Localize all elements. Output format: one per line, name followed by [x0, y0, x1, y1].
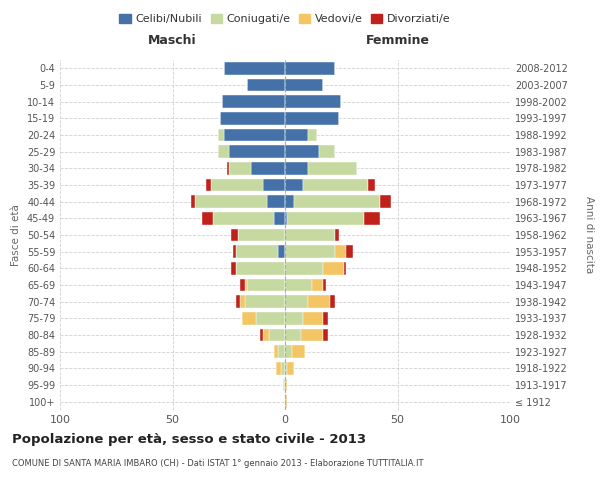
Bar	[312, 279, 323, 291]
Bar	[224, 62, 285, 74]
Bar	[323, 329, 328, 341]
Bar	[229, 146, 285, 158]
Bar	[330, 296, 335, 308]
Bar	[206, 179, 211, 192]
Bar	[233, 246, 235, 258]
Bar	[308, 129, 317, 141]
Bar	[285, 396, 287, 408]
Bar	[267, 196, 285, 208]
Bar	[285, 312, 303, 324]
Bar	[218, 146, 229, 158]
Bar	[292, 346, 305, 358]
Bar	[281, 362, 285, 374]
Bar	[276, 362, 281, 374]
Bar	[240, 279, 245, 291]
Bar	[213, 212, 274, 224]
Bar	[285, 262, 323, 274]
Bar	[263, 329, 269, 341]
Bar	[235, 296, 240, 308]
Bar	[227, 162, 229, 174]
Bar	[335, 246, 346, 258]
Bar	[278, 246, 285, 258]
Bar	[285, 229, 335, 241]
Bar	[285, 129, 308, 141]
Bar	[263, 179, 285, 192]
Y-axis label: Anni di nascita: Anni di nascita	[584, 196, 595, 274]
Bar	[247, 79, 285, 92]
Bar	[224, 129, 285, 141]
Bar	[346, 246, 353, 258]
Bar	[251, 162, 285, 174]
Bar	[287, 212, 364, 224]
Bar	[285, 379, 287, 391]
Bar	[323, 262, 343, 274]
Text: Femmine: Femmine	[365, 34, 430, 46]
Bar	[285, 212, 287, 224]
Bar	[368, 179, 375, 192]
Bar	[245, 296, 285, 308]
Bar	[285, 362, 287, 374]
Bar	[235, 262, 285, 274]
Bar	[285, 146, 319, 158]
Bar	[380, 196, 391, 208]
Bar	[256, 312, 285, 324]
Bar	[285, 96, 341, 108]
Bar	[343, 262, 346, 274]
Bar	[285, 162, 308, 174]
Bar	[301, 329, 323, 341]
Bar	[240, 296, 245, 308]
Bar	[285, 279, 312, 291]
Bar	[242, 312, 256, 324]
Bar	[364, 212, 380, 224]
Bar	[319, 146, 335, 158]
Text: Maschi: Maschi	[148, 34, 197, 46]
Bar	[285, 296, 308, 308]
Bar	[285, 346, 292, 358]
Bar	[220, 112, 285, 124]
Bar	[218, 129, 224, 141]
Bar	[323, 279, 325, 291]
Bar	[231, 229, 238, 241]
Bar	[285, 246, 335, 258]
Bar	[238, 229, 285, 241]
Bar	[285, 179, 303, 192]
Bar	[308, 296, 330, 308]
Bar	[195, 196, 267, 208]
Bar	[285, 79, 323, 92]
Bar	[294, 196, 380, 208]
Bar	[274, 212, 285, 224]
Bar	[285, 112, 339, 124]
Bar	[283, 379, 285, 391]
Bar	[287, 362, 294, 374]
Bar	[260, 329, 263, 341]
Text: COMUNE DI SANTA MARIA IMBARO (CH) - Dati ISTAT 1° gennaio 2013 - Elaborazione TU: COMUNE DI SANTA MARIA IMBARO (CH) - Dati…	[12, 459, 424, 468]
Bar	[285, 196, 294, 208]
Bar	[211, 179, 263, 192]
Bar	[308, 162, 357, 174]
Bar	[335, 229, 339, 241]
Bar	[229, 162, 251, 174]
Bar	[303, 312, 323, 324]
Bar	[274, 346, 278, 358]
Bar	[222, 96, 285, 108]
Bar	[285, 62, 335, 74]
Bar	[323, 312, 328, 324]
Bar	[278, 346, 285, 358]
Bar	[202, 212, 213, 224]
Bar	[247, 279, 285, 291]
Bar	[191, 196, 195, 208]
Bar	[231, 262, 235, 274]
Bar	[285, 329, 301, 341]
Legend: Celibi/Nubili, Coniugati/e, Vedovi/e, Divorziati/e: Celibi/Nubili, Coniugati/e, Vedovi/e, Di…	[115, 10, 455, 29]
Bar	[303, 179, 368, 192]
Bar	[245, 279, 247, 291]
Text: Popolazione per età, sesso e stato civile - 2013: Popolazione per età, sesso e stato civil…	[12, 432, 366, 446]
Bar	[235, 246, 278, 258]
Y-axis label: Fasce di età: Fasce di età	[11, 204, 21, 266]
Bar	[269, 329, 285, 341]
